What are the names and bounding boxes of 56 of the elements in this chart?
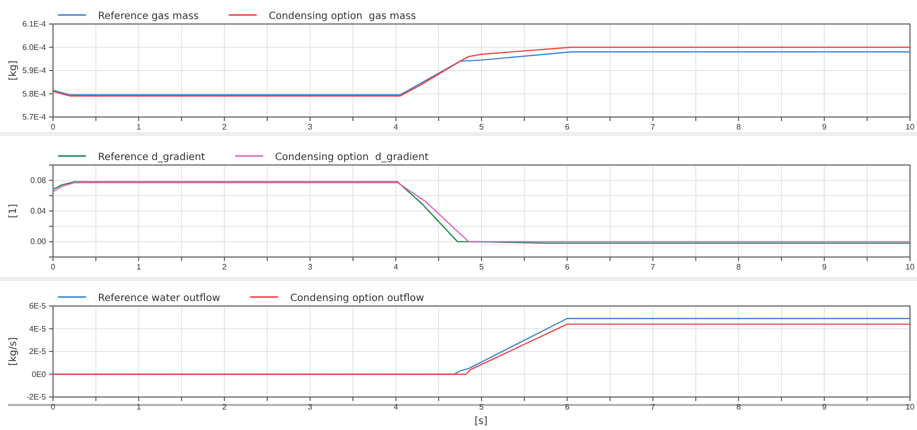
- x-tick-label: 3: [308, 402, 313, 412]
- x-tick-label: 0: [50, 262, 56, 272]
- y-axis-title: [kg/s]: [8, 337, 19, 366]
- x-tick-label: 8: [736, 122, 742, 132]
- x-tick-label: 9: [822, 402, 828, 412]
- x-tick-label: 10: [906, 262, 915, 272]
- x-tick-label: 2: [222, 402, 228, 412]
- y-tick-label: 4E-5: [29, 324, 47, 334]
- x-tick-label: 3: [308, 122, 313, 132]
- x-tick-label: 4: [394, 262, 399, 272]
- x-tick-label: 1: [136, 262, 142, 272]
- y-tick-label: 5.7E-4: [22, 112, 47, 122]
- x-tick-label: 2: [222, 262, 228, 272]
- y-tick-label: 2E-5: [29, 347, 47, 356]
- x-tick-label: 9: [822, 122, 828, 132]
- x-tick-label: 0: [50, 122, 56, 132]
- x-tick-label: 4: [394, 402, 399, 412]
- x-tick-label: 10: [906, 122, 915, 132]
- x-tick-label: 8: [736, 262, 742, 272]
- legend-label: Reference d_gradient: [98, 152, 206, 163]
- x-tick-label: 6: [564, 402, 570, 412]
- x-tick-label: 4: [394, 122, 399, 132]
- x-tick-label: 7: [650, 402, 656, 412]
- x-tick-label: 5: [479, 262, 484, 272]
- x-tick-label: 1: [136, 122, 142, 132]
- legend-label: Condensing option gas mass: [268, 11, 416, 22]
- x-tick-label: 10: [906, 402, 915, 412]
- x-tick-label: 0: [50, 402, 56, 412]
- x-tick-label: 6: [564, 122, 570, 132]
- y-tick-label: 6E-5: [29, 302, 47, 311]
- y-tick-label: 0.08: [30, 176, 47, 185]
- x-tick-label: 9: [822, 262, 828, 272]
- x-tick-label: 5: [479, 402, 484, 412]
- legend-label: Condensing option d_gradient: [275, 152, 429, 163]
- x-tick-label: 5: [479, 122, 484, 132]
- y-tick-label: 6.1E-4: [22, 20, 47, 29]
- x-tick-label: 7: [650, 122, 656, 132]
- x-tick-label: 2: [222, 122, 228, 132]
- y-axis-title: [1]: [8, 204, 19, 218]
- x-tick-label: 7: [650, 262, 656, 272]
- y-tick-label: 6.0E-4: [22, 42, 47, 52]
- legend-label: Reference gas mass: [98, 11, 199, 22]
- x-tick-label: 1: [136, 402, 142, 412]
- legend-label: Reference water outflow: [98, 293, 220, 304]
- y-tick-label: 5.8E-4: [22, 89, 47, 98]
- x-axis-title: [s]: [474, 416, 488, 427]
- x-tick-label: 8: [736, 402, 742, 412]
- x-tick-label: 3: [308, 262, 313, 272]
- y-tick-label: -2E-5: [26, 392, 47, 402]
- legend-label: Condensing option outflow: [290, 293, 424, 304]
- y-tick-label: 0E0: [32, 370, 47, 379]
- y-axis-title: [kg]: [8, 60, 19, 80]
- y-tick-label: 0.04: [30, 206, 47, 216]
- y-tick-label: 0.00: [30, 237, 47, 246]
- x-tick-label: 6: [564, 262, 570, 272]
- y-tick-label: 5.9E-4: [22, 66, 47, 76]
